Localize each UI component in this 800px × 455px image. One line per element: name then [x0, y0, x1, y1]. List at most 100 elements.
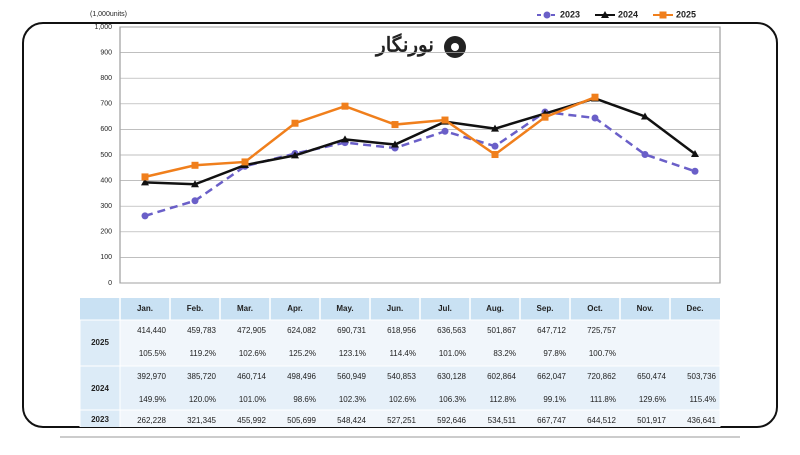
- cell-value: 650,474: [637, 372, 666, 381]
- point: [591, 93, 599, 101]
- point: [341, 135, 349, 143]
- cell-value: 527,251: [387, 416, 416, 425]
- cell-value: 602,864: [487, 372, 516, 381]
- y-tick-label: 300: [100, 203, 112, 210]
- point: [391, 121, 399, 129]
- x-tick-label: Jul.: [438, 304, 452, 313]
- point: [491, 142, 499, 150]
- point: [491, 124, 499, 132]
- point: [341, 102, 349, 110]
- y-tick-label: 700: [100, 101, 112, 108]
- point: [291, 119, 299, 127]
- cell-value: 624,082: [287, 326, 316, 335]
- cell-value: 385,720: [187, 372, 216, 381]
- point: [591, 114, 599, 122]
- legend-label: 2023: [560, 9, 580, 19]
- cell-value: 414,440: [137, 326, 166, 335]
- y-tick-label: 0: [108, 280, 112, 287]
- cell-yoy: 115.4%: [689, 395, 716, 404]
- x-tick-label: Mar.: [237, 304, 253, 313]
- logo-icon-center: [451, 43, 459, 51]
- row-label: 2023: [91, 415, 109, 424]
- point: [191, 197, 199, 205]
- cell-value: 505,699: [287, 416, 316, 425]
- cell-value: 647,712: [537, 326, 566, 335]
- cell-value: 548,424: [337, 416, 366, 425]
- legend-label: 2025: [676, 9, 696, 19]
- x-tick-label: Jan.: [137, 304, 153, 313]
- cell-yoy: 111.8%: [590, 395, 616, 404]
- x-tick-label: Dec.: [687, 304, 704, 313]
- cell-yoy: 97.8%: [543, 349, 566, 358]
- y-axis-label: (1,000units): [90, 11, 127, 18]
- cell-yoy: 102.6%: [239, 349, 266, 358]
- cell-yoy: 114.4%: [389, 349, 416, 358]
- row-bg: [119, 365, 721, 413]
- cell-value: 392,970: [137, 372, 166, 381]
- legend-marker: [659, 11, 667, 19]
- y-tick-label: 100: [100, 254, 112, 261]
- point: [641, 151, 649, 159]
- cell-yoy: 100.7%: [589, 349, 616, 358]
- cell-yoy: 123.1%: [339, 349, 366, 358]
- y-tick-label: 400: [100, 177, 112, 184]
- row-bg: [119, 409, 721, 427]
- y-tick-label: 900: [100, 49, 112, 56]
- cell-yoy: 102.3%: [339, 395, 366, 404]
- cell-value: 644,512: [587, 416, 616, 425]
- watermark: نورنگار: [374, 32, 434, 57]
- cell-yoy: 98.6%: [293, 395, 316, 404]
- point: [141, 178, 149, 186]
- series-line: [144, 110, 696, 218]
- point: [241, 158, 249, 166]
- cell-value: 618,956: [387, 326, 416, 335]
- cell-value: 725,757: [587, 326, 616, 335]
- point: [541, 113, 549, 121]
- point: [191, 161, 199, 169]
- cell-yoy: 119.2%: [189, 349, 216, 358]
- point: [641, 112, 649, 120]
- x-tick-label: Nov.: [637, 304, 654, 313]
- cell-yoy: 149.9%: [139, 395, 166, 404]
- cell-yoy: 112.8%: [489, 395, 516, 404]
- y-tick-label: 800: [100, 75, 112, 82]
- x-tick-label: Jun.: [387, 304, 403, 313]
- cell-value: 630,128: [437, 372, 466, 381]
- x-tick-label: Oct.: [587, 304, 603, 313]
- cell-value: 472,905: [237, 326, 266, 335]
- y-tick-label: 1,000: [94, 24, 112, 31]
- cell-yoy: 101.0%: [239, 395, 266, 404]
- legend-label: 2024: [618, 9, 638, 19]
- legend-marker: [543, 11, 551, 19]
- cell-value: 592,646: [437, 416, 466, 425]
- cell-yoy: 105.5%: [139, 349, 166, 358]
- cell-value: 636,563: [437, 326, 466, 335]
- cell-value: 540,853: [387, 372, 416, 381]
- cell-value: 534,511: [488, 416, 517, 425]
- cell-value: 690,731: [337, 326, 366, 335]
- cell-yoy: 129.6%: [639, 395, 666, 404]
- row-bg: [119, 319, 721, 367]
- point: [691, 150, 699, 158]
- cell-value: 503,736: [687, 372, 716, 381]
- y-tick-label: 200: [100, 229, 112, 236]
- cell-value: 720,862: [587, 372, 616, 381]
- table-header-bg: [80, 298, 720, 320]
- x-tick-label: Apr.: [287, 304, 303, 313]
- cell-value: 501,917: [637, 416, 666, 425]
- point: [141, 212, 149, 220]
- cell-yoy: 106.3%: [439, 395, 466, 404]
- cell-yoy: 99.1%: [543, 395, 566, 404]
- cell-yoy: 120.0%: [189, 395, 216, 404]
- point: [291, 151, 299, 159]
- cell-value: 560,949: [337, 372, 366, 381]
- cell-value: 321,345: [187, 416, 216, 425]
- row-label: 2024: [91, 384, 109, 393]
- x-tick-label: Sep.: [537, 304, 554, 313]
- cell-value: 662,047: [537, 372, 566, 381]
- point: [441, 127, 449, 135]
- cell-value: 262,228: [137, 416, 166, 425]
- cell-value: 436,641: [687, 416, 716, 425]
- series-line: [144, 97, 696, 186]
